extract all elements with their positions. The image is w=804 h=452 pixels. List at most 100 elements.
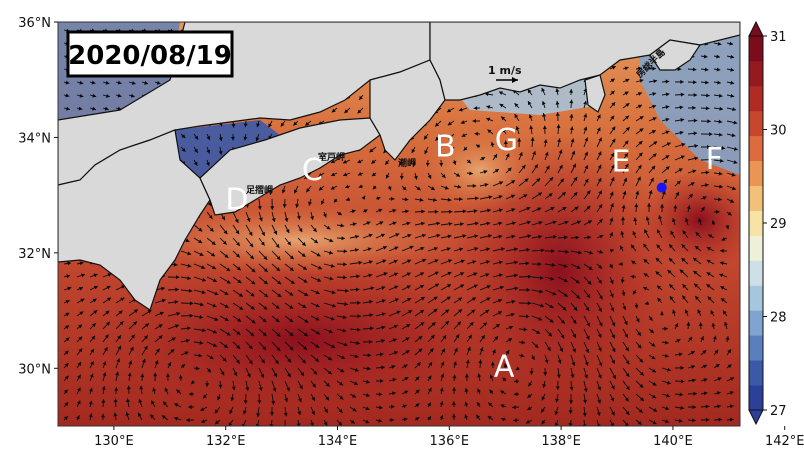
current-vector-head bbox=[164, 387, 169, 392]
current-vector-head bbox=[597, 386, 602, 391]
current-vector-head bbox=[315, 344, 320, 348]
current-vector-head bbox=[433, 296, 438, 301]
current-vector-head bbox=[692, 418, 696, 423]
current-vector-head bbox=[93, 285, 98, 290]
current-vector-head bbox=[321, 200, 325, 205]
current-vector-head bbox=[271, 217, 276, 222]
current-vector-head bbox=[415, 389, 420, 394]
current-vector-head bbox=[338, 421, 342, 426]
current-vector-head bbox=[555, 386, 560, 391]
current-vector-head bbox=[486, 297, 491, 301]
current-vector-head bbox=[387, 186, 392, 191]
current-vector-head bbox=[684, 217, 689, 222]
current-vector-head bbox=[221, 216, 225, 221]
current-vector-head bbox=[176, 311, 181, 316]
current-vector-head bbox=[416, 362, 421, 367]
current-vector-head bbox=[317, 265, 322, 270]
current-vector-head bbox=[569, 126, 574, 131]
current-vector-head bbox=[439, 401, 444, 406]
current-vector-head bbox=[451, 401, 456, 405]
current-vector-head bbox=[270, 206, 275, 210]
current-vector-head bbox=[407, 233, 412, 238]
current-vector-head bbox=[344, 302, 348, 307]
current-vector-head bbox=[638, 152, 643, 157]
current-vector-head bbox=[452, 374, 457, 379]
current-vector-head bbox=[140, 373, 145, 378]
current-vector-head bbox=[231, 136, 236, 141]
current-vector-head bbox=[343, 172, 348, 177]
date-label: 2020/08/19 bbox=[68, 41, 232, 71]
current-vector-head bbox=[199, 340, 204, 345]
current-vector-head bbox=[434, 283, 439, 288]
current-vector-head bbox=[718, 93, 723, 98]
current-vector-head bbox=[703, 378, 708, 382]
current-vector-head bbox=[538, 234, 543, 239]
current-vector-head bbox=[65, 300, 70, 304]
current-vector-head bbox=[67, 286, 72, 291]
current-vector-head bbox=[635, 318, 640, 323]
current-vector-head bbox=[255, 423, 260, 426]
current-vector-head bbox=[305, 121, 310, 126]
current-vector-head bbox=[467, 346, 471, 351]
current-vector-head bbox=[693, 270, 698, 275]
current-vector-head bbox=[597, 114, 601, 119]
current-vector-head bbox=[420, 221, 425, 226]
current-vector-head bbox=[625, 360, 630, 365]
current-vector-head bbox=[289, 267, 294, 271]
current-vector-head bbox=[571, 361, 576, 366]
current-vector-head bbox=[544, 151, 549, 156]
current-vector-head bbox=[289, 255, 294, 260]
current-vector-head bbox=[355, 234, 359, 239]
current-vector-head bbox=[706, 93, 710, 98]
colorbar-tick-label: 30 bbox=[770, 124, 787, 139]
current-vector-head bbox=[542, 125, 547, 130]
current-vector-head bbox=[326, 225, 331, 230]
current-vector-head bbox=[706, 272, 711, 276]
current-vector-head bbox=[665, 105, 670, 110]
current-vector-head bbox=[657, 285, 661, 290]
current-vector-head bbox=[652, 420, 657, 425]
current-vector-head bbox=[186, 326, 191, 331]
current-vector-head bbox=[63, 416, 68, 420]
current-vector-head bbox=[692, 405, 696, 410]
current-vector-head bbox=[378, 208, 383, 213]
colorbar-segment bbox=[749, 310, 763, 336]
current-vector-head bbox=[731, 133, 736, 138]
current-vector-head bbox=[711, 220, 716, 225]
current-vector-head bbox=[343, 249, 348, 254]
current-vector-head bbox=[445, 321, 449, 325]
current-vector-head bbox=[383, 272, 388, 276]
current-vector-head bbox=[538, 220, 543, 225]
current-vector-head bbox=[128, 360, 133, 365]
current-vector-head bbox=[549, 318, 554, 323]
current-vector-head bbox=[444, 185, 449, 190]
current-vector-head bbox=[151, 400, 155, 405]
current-vector-head bbox=[630, 274, 635, 279]
current-vector-head bbox=[563, 263, 568, 268]
current-vector-head bbox=[105, 321, 110, 326]
current-vector-head bbox=[720, 286, 725, 290]
current-vector-head bbox=[191, 380, 196, 385]
current-vector-head bbox=[181, 364, 185, 368]
current-vector-head bbox=[549, 304, 554, 308]
current-vector-head bbox=[433, 197, 437, 202]
current-vector-head bbox=[540, 303, 545, 308]
current-vector-head bbox=[485, 309, 490, 314]
current-vector-head bbox=[715, 364, 720, 368]
current-vector-head bbox=[530, 137, 535, 141]
current-vector-head bbox=[78, 286, 83, 291]
current-vector-head bbox=[585, 335, 590, 340]
current-vector-head bbox=[557, 138, 562, 143]
current-vector-head bbox=[302, 359, 306, 364]
current-vector-head bbox=[459, 222, 464, 227]
current-vector-head bbox=[116, 358, 121, 363]
current-vector-head bbox=[474, 246, 479, 251]
current-vector-head bbox=[106, 285, 111, 290]
current-vector-head bbox=[437, 148, 442, 153]
current-vector-head bbox=[622, 190, 627, 195]
current-vector-head bbox=[474, 196, 479, 201]
current-vector-head bbox=[526, 287, 531, 292]
current-vector-head bbox=[586, 205, 591, 210]
current-vector-head bbox=[345, 288, 349, 293]
current-vector-head bbox=[539, 289, 543, 294]
